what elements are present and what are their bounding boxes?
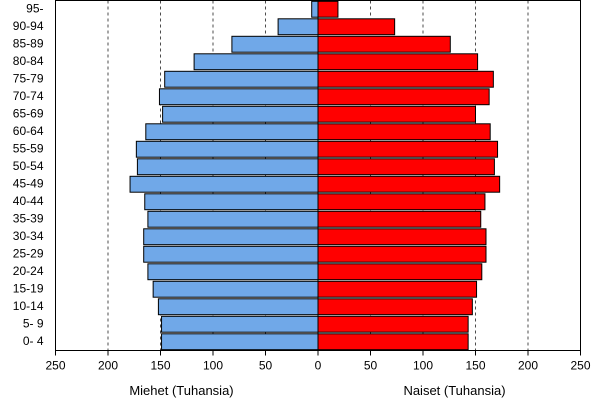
y-tick-label: 20-24 xyxy=(13,264,44,278)
axis-label: Miehet (Tuhansia) xyxy=(129,383,233,398)
bar xyxy=(317,88,490,106)
x-tick-label: 100 xyxy=(203,359,223,373)
bar xyxy=(231,35,319,53)
bar xyxy=(161,333,319,351)
x-tick-label: 200 xyxy=(518,359,538,373)
y-tick-label: 80-84 xyxy=(13,54,44,68)
y-tick-label: 10-14 xyxy=(13,299,44,313)
x-tick-label: 150 xyxy=(150,359,170,373)
bar xyxy=(317,35,451,53)
x-tick-label: 0 xyxy=(315,359,322,373)
bar xyxy=(157,298,319,316)
bar xyxy=(317,298,473,316)
bar xyxy=(317,0,339,18)
y-tick-label: 45-49 xyxy=(13,176,44,190)
bar xyxy=(129,175,319,193)
bar xyxy=(317,175,501,193)
y-tick-label: 75-79 xyxy=(13,71,44,85)
bar xyxy=(317,228,487,246)
y-tick-label: 70-74 xyxy=(13,89,44,103)
bar xyxy=(158,88,319,106)
bar xyxy=(193,53,319,71)
bar xyxy=(152,280,319,298)
x-tick-label: 150 xyxy=(465,359,485,373)
bar xyxy=(143,245,319,263)
y-tick-label: 5- 9 xyxy=(23,316,44,330)
y-tick-label: 0- 4 xyxy=(23,334,44,348)
bar xyxy=(145,123,319,141)
bar xyxy=(144,193,319,211)
x-tick-label: 250 xyxy=(570,359,590,373)
bar xyxy=(311,0,319,18)
bar xyxy=(317,18,396,36)
bar xyxy=(135,140,319,158)
y-tick-label: 35-39 xyxy=(13,211,44,225)
y-tick-label: 90-94 xyxy=(13,19,44,33)
bar xyxy=(317,263,483,281)
y-tick-label: 65-69 xyxy=(13,106,44,120)
bar xyxy=(317,53,479,71)
axis-label: Naiset (Tuhansia) xyxy=(403,383,505,398)
bar xyxy=(317,315,469,333)
bar xyxy=(317,245,487,263)
bar xyxy=(161,315,319,333)
y-tick-label: 15-19 xyxy=(13,281,44,295)
y-tick-label: 30-34 xyxy=(13,229,44,243)
x-tick-label: 50 xyxy=(259,359,273,373)
x-tick-label: 100 xyxy=(413,359,433,373)
bar xyxy=(317,140,499,158)
bar xyxy=(277,18,319,36)
x-tick-label: 200 xyxy=(98,359,118,373)
bar xyxy=(147,263,319,281)
bar xyxy=(317,70,494,88)
bar xyxy=(317,158,495,176)
y-tick-label: 95- xyxy=(26,1,43,15)
y-tick-label: 55-59 xyxy=(13,141,44,155)
bar xyxy=(143,228,319,246)
bar xyxy=(317,210,482,228)
x-tick-label: 50 xyxy=(364,359,378,373)
y-tick-label: 25-29 xyxy=(13,246,44,260)
bar xyxy=(164,70,319,88)
y-tick-label: 60-64 xyxy=(13,124,44,138)
bar xyxy=(162,105,319,123)
bar xyxy=(317,333,469,351)
y-tick-label: 50-54 xyxy=(13,159,44,173)
y-tick-label: 85-89 xyxy=(13,36,44,50)
bar xyxy=(317,123,491,141)
bar xyxy=(147,210,319,228)
x-tick-label: 250 xyxy=(45,359,65,373)
bar xyxy=(136,158,319,176)
y-tick-label: 40-44 xyxy=(13,194,44,208)
bar xyxy=(317,105,476,123)
bar xyxy=(317,280,478,298)
bar xyxy=(317,193,486,211)
